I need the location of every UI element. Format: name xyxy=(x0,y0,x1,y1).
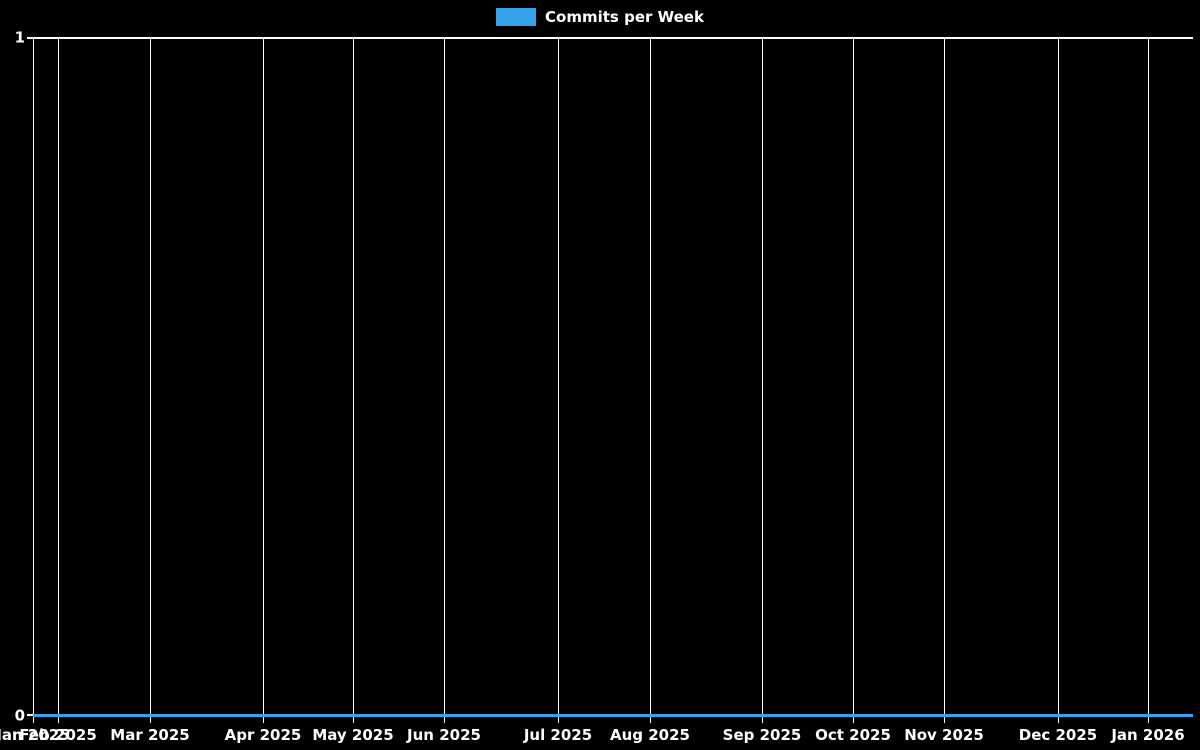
x-tick-label: Apr 2025 xyxy=(224,726,302,744)
x-gridline xyxy=(444,38,445,723)
x-tick-label: Dec 2025 xyxy=(1018,726,1098,744)
series-line xyxy=(33,714,1193,717)
x-gridline xyxy=(762,38,763,723)
x-tick-label: Feb 2025 xyxy=(19,726,97,744)
x-tick-label: Aug 2025 xyxy=(610,726,690,744)
x-gridline xyxy=(853,38,854,723)
x-tick-label: Oct 2025 xyxy=(815,726,891,744)
x-gridline xyxy=(1148,38,1149,723)
x-gridline xyxy=(33,38,34,723)
x-tick-label: Sep 2025 xyxy=(722,726,802,744)
top-gridline xyxy=(27,37,1193,39)
x-gridline xyxy=(1058,38,1059,723)
x-tick-label: Jan 2026 xyxy=(1111,726,1185,744)
x-gridline xyxy=(58,38,59,723)
x-gridline xyxy=(353,38,354,723)
y-tick-label: 1 xyxy=(14,28,25,47)
x-gridline xyxy=(558,38,559,723)
legend-label: Commits per Week xyxy=(545,8,704,26)
x-tick-label: Jul 2025 xyxy=(523,726,593,744)
x-gridline xyxy=(650,38,651,723)
x-gridline xyxy=(944,38,945,723)
y-tick-label: 0 xyxy=(14,706,25,725)
chart-legend: Commits per Week xyxy=(0,8,1200,26)
y-zero-tick xyxy=(27,714,34,716)
legend-swatch xyxy=(496,8,537,26)
x-gridline xyxy=(150,38,151,723)
x-tick-label: May 2025 xyxy=(312,726,394,744)
x-tick-label: Jun 2025 xyxy=(407,726,481,744)
x-tick-label: Nov 2025 xyxy=(904,726,984,744)
x-tick-label: Jan 2025 xyxy=(0,726,70,744)
x-tick-label: Mar 2025 xyxy=(110,726,190,744)
x-gridline xyxy=(263,38,264,723)
legend-item-commits-per-week[interactable]: Commits per Week xyxy=(496,8,704,26)
